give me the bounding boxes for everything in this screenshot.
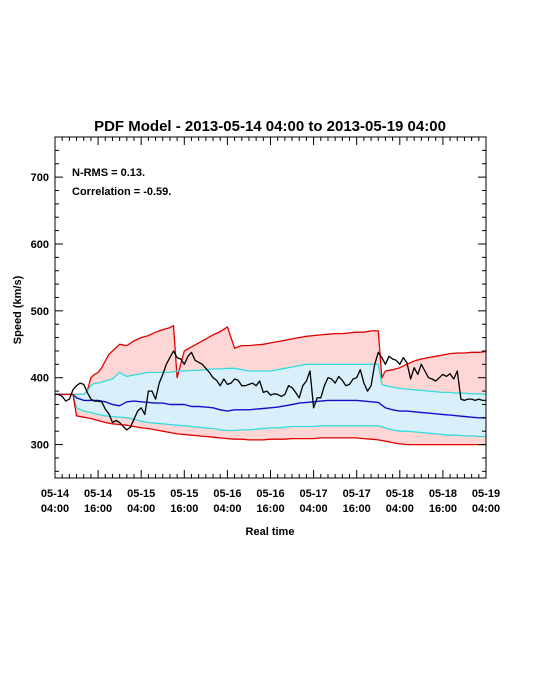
x-tick-label-time: 16:00	[429, 503, 457, 515]
x-tick-label-time: 16:00	[84, 503, 112, 515]
y-tick-label: 600	[31, 239, 49, 251]
y-tick-label: 500	[31, 306, 49, 318]
x-tick-label-date: 05-16	[213, 488, 241, 500]
x-tick-label-date: 05-18	[429, 488, 457, 500]
y-tick-label: 700	[31, 172, 49, 184]
x-axis-label: Real time	[246, 526, 295, 538]
nrms-annotation: N-RMS = 0.13.	[72, 167, 145, 179]
x-tick-label-time: 04:00	[41, 503, 69, 515]
x-tick-label-date: 05-17	[343, 488, 371, 500]
correlation-annotation: Correlation = -0.59.	[72, 186, 171, 198]
chart-title: PDF Model - 2013-05-14 04:00 to 2013-05-…	[94, 118, 446, 135]
upper-inner-line	[55, 363, 487, 396]
observed-line	[55, 350, 486, 431]
ticks-layer: 300 400 500 600 700 05-14 04:00 05-14 16:00 05-15…	[31, 137, 500, 515]
lower-outer-line	[55, 393, 486, 446]
x-tick-label-date: 05-15	[170, 488, 198, 500]
median-line	[55, 393, 486, 419]
lines-layer	[55, 324, 487, 446]
x-tick-label-date: 05-15	[127, 488, 155, 500]
y-axis-label: Speed (km/s)	[12, 275, 24, 344]
x-tick-label-time: 04:00	[472, 503, 500, 515]
x-tick-label-time: 16:00	[256, 503, 284, 515]
x-tick-label-time: 04:00	[386, 503, 414, 515]
x-tick-label-time: 16:00	[343, 503, 371, 515]
y-tick-label: 400	[31, 373, 49, 385]
x-tick-label-date: 05-14	[41, 488, 70, 500]
x-tick-label-date: 05-14	[84, 488, 113, 500]
bands-layer	[55, 325, 486, 445]
y-tick-label: 300	[31, 440, 49, 452]
x-tick-label-time: 04:00	[300, 503, 328, 515]
x-tick-label-time: 16:00	[170, 503, 198, 515]
lower-inner-line	[55, 393, 486, 438]
upper-outer-line	[55, 324, 487, 396]
x-tick-label-date: 05-18	[386, 488, 414, 500]
x-tick-label-time: 04:00	[213, 503, 241, 515]
x-tick-label-date: 05-19	[472, 488, 500, 500]
x-tick-label-date: 05-16	[256, 488, 284, 500]
x-tick-label-date: 05-17	[300, 488, 328, 500]
x-tick-label-time: 04:00	[127, 503, 155, 515]
inner-band	[55, 364, 486, 437]
